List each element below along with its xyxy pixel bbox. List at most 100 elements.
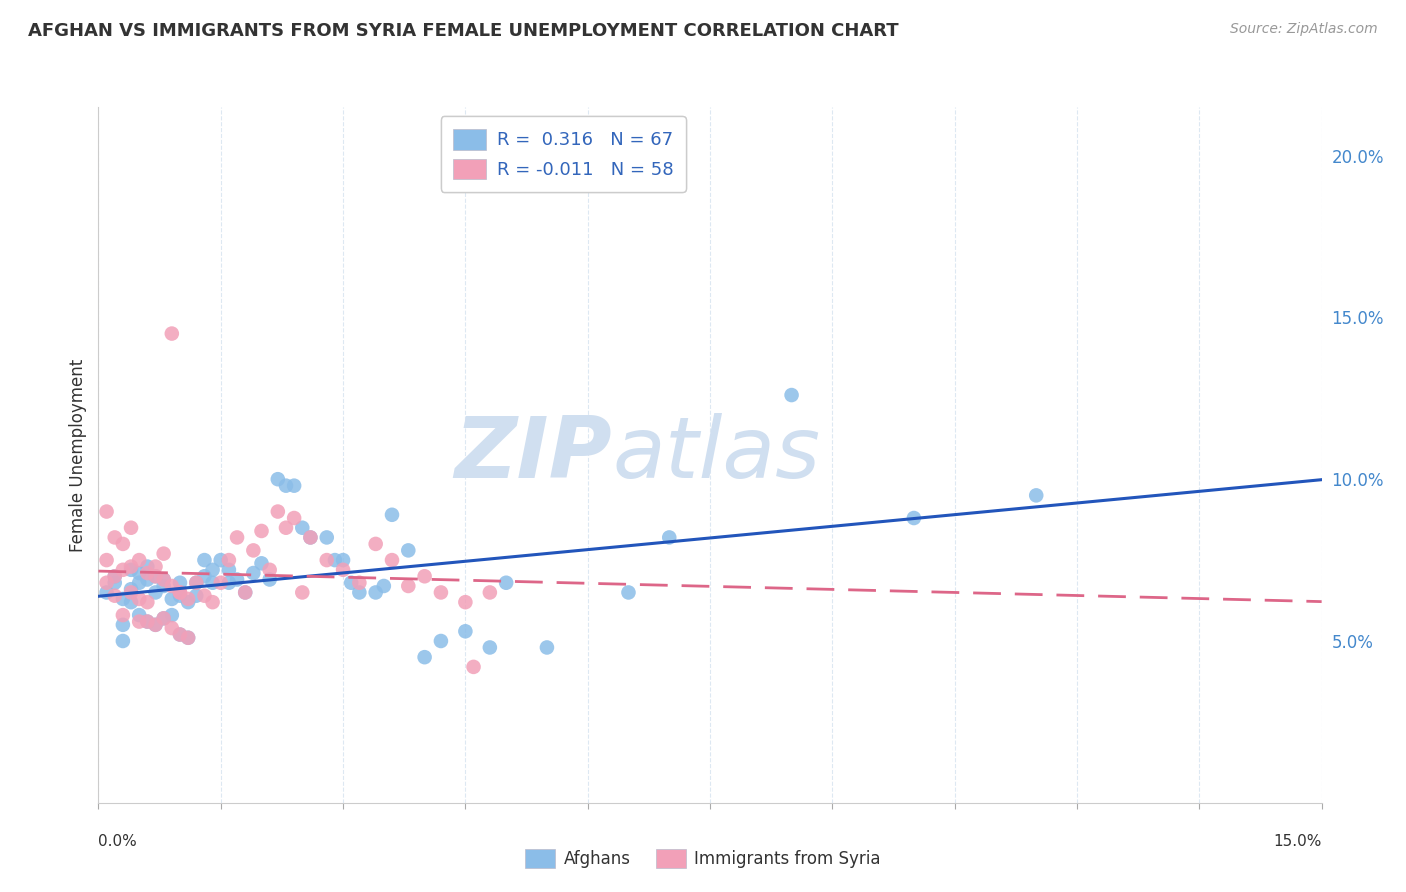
Point <box>145 617 167 632</box>
Point <box>218 575 240 590</box>
Point <box>430 634 453 648</box>
Point <box>152 573 174 587</box>
Point <box>209 575 232 590</box>
Point <box>323 553 346 567</box>
Point <box>658 531 681 545</box>
Point <box>160 608 183 623</box>
Point <box>136 566 159 580</box>
Point <box>120 563 142 577</box>
Point <box>201 563 224 577</box>
Point <box>169 627 191 641</box>
Point <box>209 553 232 567</box>
Point <box>242 543 264 558</box>
Text: 0.0%: 0.0% <box>98 834 138 849</box>
Point <box>193 589 215 603</box>
Point <box>160 579 183 593</box>
Point <box>96 575 118 590</box>
Point <box>315 531 337 545</box>
Point <box>145 569 167 583</box>
Point <box>218 553 240 567</box>
Point <box>250 524 273 538</box>
Point <box>332 553 354 567</box>
Point <box>340 575 363 590</box>
Point <box>454 624 477 639</box>
Point <box>128 608 150 623</box>
Point <box>128 591 150 606</box>
Point <box>104 531 127 545</box>
Point <box>274 478 297 492</box>
Point <box>169 575 191 590</box>
Point <box>136 573 159 587</box>
Point <box>120 559 142 574</box>
Point <box>283 511 305 525</box>
Point <box>226 531 249 545</box>
Point <box>177 591 200 606</box>
Point <box>267 472 290 486</box>
Point <box>193 569 215 583</box>
Point <box>136 615 159 629</box>
Point <box>349 575 371 590</box>
Point <box>1025 488 1047 502</box>
Point <box>495 575 517 590</box>
Point <box>454 595 477 609</box>
Point <box>478 640 501 655</box>
Point <box>186 575 208 590</box>
Point <box>299 531 322 545</box>
Point <box>186 575 208 590</box>
Legend: Afghans, Immigrants from Syria: Afghans, Immigrants from Syria <box>519 842 887 875</box>
Point <box>120 585 142 599</box>
Point <box>201 575 224 590</box>
Point <box>145 569 167 583</box>
Point <box>145 559 167 574</box>
Point <box>111 563 134 577</box>
Point <box>291 585 314 599</box>
Point <box>267 504 290 518</box>
Point <box>903 511 925 525</box>
Point <box>177 631 200 645</box>
Text: atlas: atlas <box>612 413 820 497</box>
Point <box>120 521 142 535</box>
Point <box>128 575 150 590</box>
Point <box>226 573 249 587</box>
Legend: R =  0.316   N = 67, R = -0.011   N = 58: R = 0.316 N = 67, R = -0.011 N = 58 <box>440 116 686 192</box>
Point <box>128 553 150 567</box>
Point <box>299 531 322 545</box>
Text: ZIP: ZIP <box>454 413 612 497</box>
Point <box>349 585 371 599</box>
Point <box>160 591 183 606</box>
Point <box>536 640 558 655</box>
Point <box>242 566 264 580</box>
Point <box>152 611 174 625</box>
Point <box>193 553 215 567</box>
Point <box>396 579 419 593</box>
Point <box>128 615 150 629</box>
Point <box>413 569 436 583</box>
Text: AFGHAN VS IMMIGRANTS FROM SYRIA FEMALE UNEMPLOYMENT CORRELATION CHART: AFGHAN VS IMMIGRANTS FROM SYRIA FEMALE U… <box>28 22 898 40</box>
Point <box>96 553 118 567</box>
Point <box>381 553 404 567</box>
Point <box>177 595 200 609</box>
Point <box>104 575 127 590</box>
Text: Source: ZipAtlas.com: Source: ZipAtlas.com <box>1230 22 1378 37</box>
Point <box>111 608 134 623</box>
Y-axis label: Female Unemployment: Female Unemployment <box>69 359 87 551</box>
Point <box>145 617 167 632</box>
Point <box>233 585 256 599</box>
Point <box>104 569 127 583</box>
Point <box>283 478 305 492</box>
Point <box>373 579 395 593</box>
Point <box>96 585 118 599</box>
Text: 15.0%: 15.0% <box>1274 834 1322 849</box>
Point <box>617 585 640 599</box>
Point <box>332 563 354 577</box>
Point <box>128 566 150 580</box>
Point <box>104 589 127 603</box>
Point <box>111 634 134 648</box>
Point <box>104 569 127 583</box>
Point <box>274 521 297 535</box>
Point <box>136 559 159 574</box>
Point <box>201 595 224 609</box>
Point <box>169 585 191 599</box>
Point <box>364 585 387 599</box>
Point <box>111 617 134 632</box>
